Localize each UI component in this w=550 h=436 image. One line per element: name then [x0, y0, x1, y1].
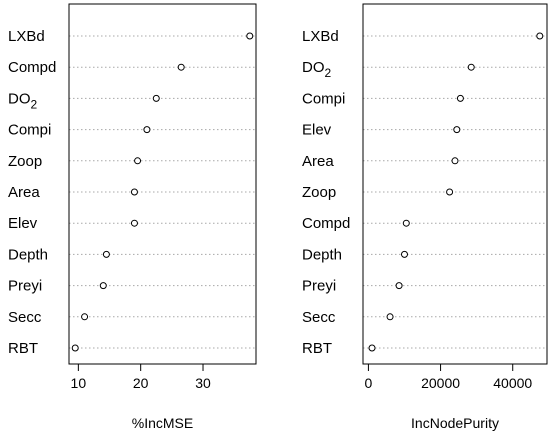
category-label: Zoop: [8, 153, 42, 170]
data-point: [536, 32, 544, 40]
data-point: [400, 250, 408, 258]
data-point: [152, 94, 160, 102]
data-point: [71, 344, 79, 352]
data-point: [451, 157, 459, 165]
data-point: [102, 250, 110, 258]
data-point: [386, 313, 394, 321]
category-label: LXBd: [8, 28, 45, 45]
data-point: [177, 63, 185, 71]
category-label: Depth: [8, 246, 48, 263]
category-label: Secc: [8, 309, 42, 326]
x-tick-label: 30: [195, 375, 211, 391]
x-axis-title: %IncMSE: [132, 415, 193, 431]
category-label: Preyi: [8, 278, 42, 295]
data-point: [453, 126, 461, 134]
x-tick-label: 10: [71, 375, 87, 391]
panel-incnodepurity: LXBd DO2 Compi Elev Area Zoop Compd Depth Preyi S…: [302, 3, 548, 431]
panel-incmse: LXBd Compd DO2 Compi Zoop Area Elev Depth Preyi S…: [8, 3, 257, 431]
category-label: Area: [302, 153, 334, 170]
data-point: [456, 94, 464, 102]
data-point: [395, 282, 403, 290]
category-label: Compi: [8, 122, 51, 139]
category-label: DO2: [302, 59, 332, 80]
x-tick-label: 40000: [493, 375, 532, 391]
category-label: Elev: [302, 122, 332, 139]
data-point: [143, 126, 151, 134]
data-point: [446, 188, 454, 196]
x-axis-title: IncNodePurity: [411, 415, 499, 431]
data-point: [402, 219, 410, 227]
plot-frame: [68, 3, 257, 365]
category-label: Zoop: [302, 184, 336, 201]
category-label: Elev: [8, 215, 38, 232]
x-tick-label: 20000: [421, 375, 460, 391]
data-point: [368, 344, 376, 352]
data-point: [130, 188, 138, 196]
category-label: RBT: [302, 340, 332, 357]
category-label-subscript: 2: [31, 97, 38, 111]
data-point: [134, 157, 142, 165]
plot-frame: [362, 3, 548, 365]
data-point: [467, 63, 475, 71]
data-point: [246, 32, 254, 40]
category-label: LXBd: [302, 28, 339, 45]
category-label: Depth: [302, 246, 342, 263]
category-label: Preyi: [302, 278, 336, 295]
data-point: [99, 282, 107, 290]
category-label: Compi: [302, 90, 345, 107]
category-label: Compd: [8, 59, 56, 76]
x-tick-label: 20: [133, 375, 149, 391]
category-label: DO2: [8, 90, 38, 111]
category-label: Secc: [302, 309, 336, 326]
category-label: Area: [8, 184, 40, 201]
category-label-subscript: 2: [325, 66, 332, 80]
x-tick-label: 0: [365, 375, 373, 391]
category-label: RBT: [8, 340, 38, 357]
data-point: [130, 219, 138, 227]
data-point: [81, 313, 89, 321]
category-label: Compd: [302, 215, 350, 232]
